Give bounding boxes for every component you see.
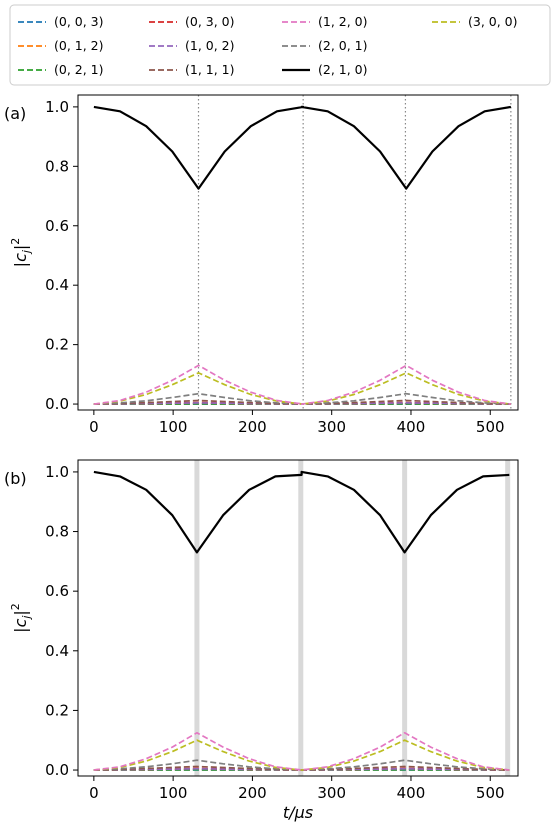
- legend-entry-1-1-1: (1, 1, 1): [149, 62, 235, 77]
- y-tick-label: 0.8: [45, 523, 69, 541]
- x-tick-label: 500: [476, 418, 505, 436]
- y-axis: 0.0 0.2 0.4 0.6 0.8 1.0: [45, 98, 78, 413]
- panel-label: (a): [4, 104, 26, 123]
- axes-frame: [77, 94, 519, 411]
- panel-b: 0 100 200 300 400 500 0.0 0.2 0.4 0.6 0.8 1.0 (b) |cj…: [4, 459, 519, 822]
- legend-label: (0, 1, 2): [54, 38, 104, 53]
- series-line-2-1-0: [93, 470, 510, 554]
- x-tick-label: 300: [317, 418, 346, 436]
- y-tick-label: 0.2: [45, 701, 69, 719]
- y-axis: 0.0 0.2 0.4 0.6 0.8 1.0: [45, 463, 78, 779]
- y-tick-label: 0.2: [45, 336, 69, 354]
- x-tick-label: 400: [397, 784, 426, 802]
- y-tick-label: 0.4: [45, 276, 69, 294]
- x-tick-label: 0: [89, 784, 99, 802]
- y-tick-label: 0.0: [45, 761, 69, 779]
- legend-entry-1-2-0: (1, 2, 0): [282, 14, 368, 29]
- y-tick-label: 0.6: [45, 217, 69, 235]
- panel-a: 0 100 200 300 400 500 0.0 0.2 0.4 0.6 0.8 1.0 (a) |cj…: [4, 94, 519, 436]
- legend-entry-0-1-2: (0, 1, 2): [18, 38, 104, 53]
- series-group: [93, 105, 512, 405]
- y-tick-label: 0.6: [45, 582, 69, 600]
- panel-label: (b): [4, 469, 27, 488]
- x-tick-label: 200: [238, 784, 267, 802]
- series-line-3-0-0: [93, 739, 510, 771]
- x-tick-label: 300: [317, 784, 346, 802]
- legend-entry-1-0-2: (1, 0, 2): [149, 38, 235, 53]
- legend-label: (0, 0, 3): [54, 14, 104, 29]
- legend-label: (0, 3, 0): [185, 14, 235, 29]
- y-axis-label: |cj|2: [9, 238, 33, 268]
- y-tick-label: 1.0: [45, 463, 69, 481]
- legend-label: (0, 2, 1): [54, 62, 104, 77]
- y-axis-label: |cj|2: [9, 603, 33, 633]
- legend-label: (3, 0, 0): [468, 14, 518, 29]
- series-group: [93, 470, 510, 771]
- x-tick-label: 100: [159, 418, 188, 436]
- legend-frame: [9, 4, 551, 86]
- x-tick-label: 200: [238, 418, 267, 436]
- legend-items: (0, 0, 3) (0, 1, 2) (0, 2, 1) (0, 3, 0) (1, …: [18, 14, 518, 77]
- y-tick-label: 0.8: [45, 157, 69, 175]
- x-axis: 0 100 200 300 400 500: [89, 776, 505, 802]
- x-axis: 0 100 200 300 400 500: [89, 410, 505, 436]
- legend-label: (2, 1, 0): [318, 62, 368, 77]
- x-tick-label: 0: [89, 418, 99, 436]
- axes-frame: [77, 459, 519, 777]
- legend-label: (1, 1, 1): [185, 62, 235, 77]
- series-line-2-0-1: [93, 392, 511, 405]
- legend-label: (2, 0, 1): [318, 38, 368, 53]
- legend-entry-0-3-0: (0, 3, 0): [149, 14, 235, 29]
- legend-label: (1, 2, 0): [318, 14, 368, 29]
- legend-entry-2-1-0: (2, 1, 0): [282, 62, 368, 77]
- legend: (0, 0, 3) (0, 1, 2) (0, 2, 1) (0, 3, 0) (1, …: [9, 4, 551, 86]
- transition-markers: [197, 95, 512, 410]
- x-tick-label: 500: [476, 784, 505, 802]
- legend-entry-0-0-3: (0, 0, 3): [18, 14, 104, 29]
- x-axis-label: t/μs: [283, 803, 313, 822]
- x-tick-label: 400: [397, 418, 426, 436]
- series-line-1-2-0: [93, 364, 512, 405]
- legend-entry-3-0-0: (3, 0, 0): [432, 14, 518, 29]
- y-tick-label: 1.0: [45, 98, 69, 116]
- legend-entry-0-2-1: (0, 2, 1): [18, 62, 104, 77]
- y-tick-label: 0.0: [45, 395, 69, 413]
- x-tick-label: 100: [159, 784, 188, 802]
- legend-label: (1, 0, 2): [185, 38, 235, 53]
- transition-markers: [194, 460, 511, 776]
- series-line-2-1-0: [93, 105, 512, 190]
- series-line-1-2-0: [93, 731, 510, 771]
- legend-entry-2-0-1: (2, 0, 1): [282, 38, 368, 53]
- y-tick-label: 0.4: [45, 642, 69, 660]
